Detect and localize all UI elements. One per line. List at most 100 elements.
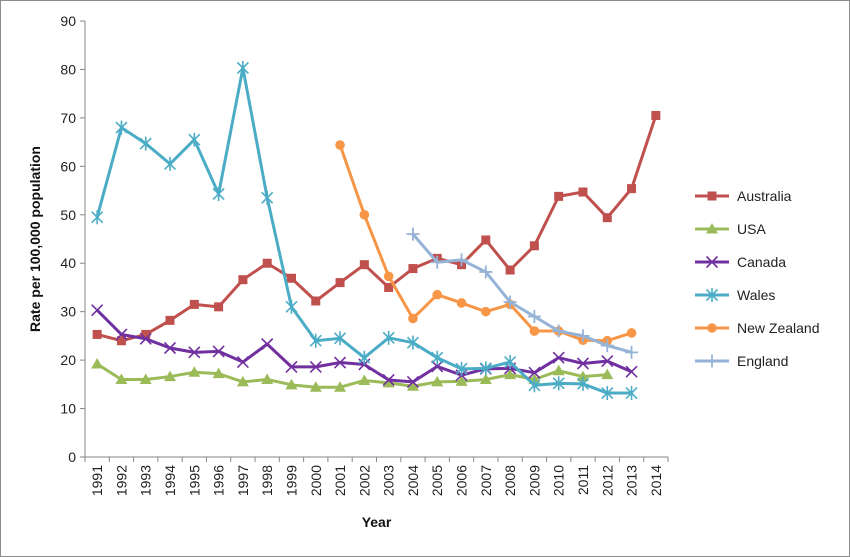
x-tick-label: 2005 — [429, 465, 445, 496]
x-tick-label: 2012 — [599, 465, 615, 496]
legend-label: England — [737, 353, 788, 369]
data-point — [139, 373, 152, 384]
data-point — [552, 364, 565, 376]
x-tick-label: 1996 — [211, 465, 227, 496]
x-tick-label: 2000 — [308, 465, 324, 496]
data-point — [91, 304, 104, 317]
data-point — [554, 191, 564, 201]
data-point — [383, 271, 394, 282]
y-tick-label: 90 — [60, 13, 76, 29]
data-point — [455, 361, 468, 376]
data-point — [163, 341, 177, 355]
data-point — [285, 299, 298, 314]
data-point — [431, 360, 444, 373]
x-axis: 1991 1992 1993 1994 1995 1996 1997 1998 1999 2000… — [84, 456, 669, 496]
data-point — [115, 328, 128, 341]
data-point — [479, 361, 492, 376]
data-point — [528, 366, 541, 379]
data-point — [91, 210, 104, 225]
data-point — [479, 265, 493, 279]
data-point — [214, 302, 224, 312]
x-tick-label: 1999 — [283, 465, 299, 496]
series-line-england — [411, 233, 632, 354]
legend-label: Australia — [737, 188, 792, 204]
legend-label: Wales — [737, 287, 775, 303]
y-tick-label: 20 — [60, 352, 76, 368]
data-point — [238, 275, 248, 285]
data-point — [602, 213, 612, 223]
data-point — [333, 356, 347, 369]
y-tick-label: 10 — [60, 401, 76, 417]
data-point — [406, 335, 420, 350]
data-point — [576, 329, 590, 343]
data-point — [706, 223, 718, 234]
x-axis-title: Year — [362, 514, 392, 530]
data-point — [358, 350, 371, 365]
data-point — [601, 355, 614, 368]
y-tick-label: 30 — [60, 304, 76, 320]
data-point — [430, 255, 444, 269]
data-point — [115, 373, 128, 384]
x-tick-label: 1995 — [186, 465, 202, 496]
legend-label: New Zealand — [737, 320, 820, 336]
data-point — [188, 366, 201, 377]
data-point — [576, 357, 590, 370]
data-point — [189, 299, 199, 309]
data-point — [529, 241, 539, 251]
y-tick-label: 50 — [60, 207, 76, 223]
data-point — [212, 367, 225, 379]
data-point — [334, 381, 347, 392]
series-layer — [91, 60, 661, 401]
y-tick-label: 0 — [68, 449, 76, 465]
x-tick-label: 2013 — [624, 465, 640, 496]
data-point — [236, 60, 249, 75]
data-point — [505, 265, 515, 275]
data-point — [601, 368, 614, 380]
data-point — [261, 190, 274, 205]
legend-item-australia: Australia — [695, 188, 792, 204]
data-point — [309, 333, 322, 348]
x-tick-label: 2007 — [478, 465, 494, 496]
data-point — [261, 338, 274, 351]
data-point — [262, 258, 272, 268]
data-point — [705, 288, 719, 302]
data-point — [188, 132, 201, 147]
data-point — [455, 375, 468, 386]
y-tick-label: 70 — [60, 110, 76, 126]
data-point — [527, 310, 541, 324]
data-point — [578, 187, 588, 197]
data-point — [335, 278, 345, 288]
data-point — [552, 351, 565, 364]
data-point — [285, 378, 298, 390]
data-point — [600, 339, 614, 353]
x-tick-label: 1993 — [138, 465, 154, 496]
data-point — [552, 324, 566, 338]
data-point — [164, 370, 177, 382]
data-point — [528, 378, 541, 393]
legend-item-usa: USA — [695, 221, 766, 237]
data-point — [626, 328, 637, 338]
data-point — [627, 184, 637, 194]
data-point — [406, 227, 420, 241]
x-tick-label: 2003 — [381, 465, 397, 496]
series-line-wales — [95, 66, 632, 395]
y-tick-label: 60 — [60, 158, 76, 174]
x-tick-label: 1992 — [113, 465, 129, 496]
y-tick-label: 40 — [60, 255, 76, 271]
x-tick-label: 2001 — [332, 465, 348, 496]
legend-item-wales: Wales — [695, 287, 775, 303]
data-point — [707, 323, 717, 333]
legend-item-england: England — [695, 353, 788, 369]
data-point — [576, 376, 590, 391]
data-point — [163, 156, 177, 171]
data-point — [456, 298, 467, 308]
y-axis: 0 10 20 30 40 50 60 70 80 90 — [60, 13, 86, 465]
legend-item-new-zealand: New Zealand — [695, 320, 820, 336]
data-point — [333, 331, 347, 346]
data-point — [384, 282, 394, 292]
x-tick-label: 2014 — [648, 465, 664, 496]
data-point — [552, 376, 565, 391]
series-line-usa — [96, 362, 608, 389]
x-tick-label: 2004 — [405, 465, 421, 496]
